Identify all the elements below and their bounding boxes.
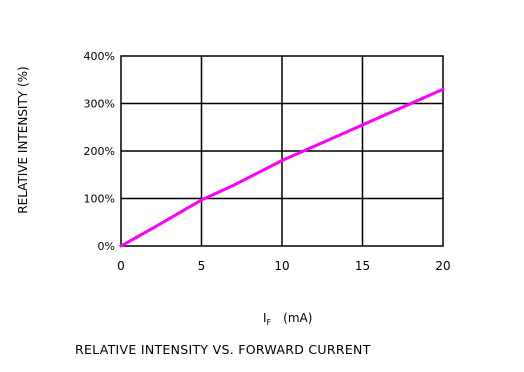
x-tick-label: 20 [435, 259, 450, 273]
y-tick-label: 100% [84, 193, 115, 206]
x-tick-label: 5 [198, 259, 206, 273]
y-tick-label: 0% [98, 240, 115, 253]
x-tick-label: 0 [117, 259, 125, 273]
x-axis-label-unit: (mA) [283, 311, 312, 325]
grid [121, 56, 443, 246]
y-tick-label: 200% [84, 145, 115, 158]
x-axis-label-subscript: F [267, 318, 272, 327]
plot-frame [120, 55, 444, 247]
y-tick-label: 300% [84, 98, 115, 111]
series-layer [119, 87, 445, 248]
series-line-0 [119, 87, 445, 248]
y-axis-label: RELATIVE INTENSITY (%) [16, 66, 30, 213]
x-tick-label: 10 [274, 259, 289, 273]
x-tick-label: 15 [355, 259, 370, 273]
x-axis-label: IF (mA) [263, 311, 312, 327]
y-tick-labels: 0% 100% 200% 300% 400% [84, 50, 115, 253]
y-tick-label: 400% [84, 50, 115, 63]
x-axis-label-main: I [263, 311, 267, 325]
x-tick-labels: 0 5 10 15 20 [117, 259, 450, 273]
chart-title: RELATIVE INTENSITY VS. FORWARD CURRENT [75, 342, 371, 357]
